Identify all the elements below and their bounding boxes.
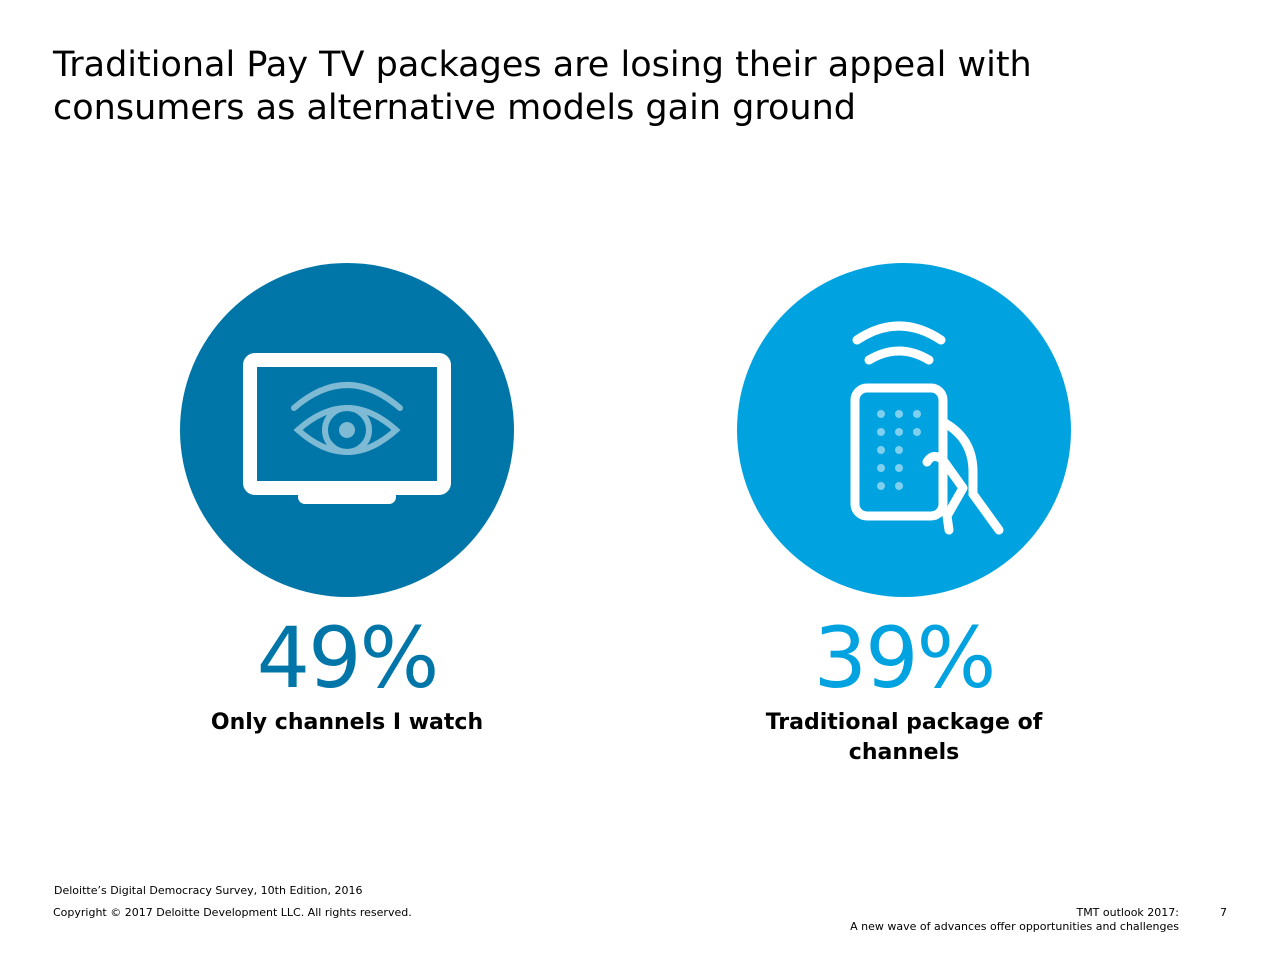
- publication: TMT outlook 2017: A new wave of advances…: [850, 906, 1179, 934]
- copyright: Copyright © 2017 Deloitte Development LL…: [53, 906, 412, 919]
- source: Deloitte’s Digital Democracy Survey, 10t…: [54, 884, 363, 897]
- stat-value: 49%: [256, 609, 440, 707]
- stat-label: Only channels I watch: [210, 710, 484, 735]
- page-number: 7: [1220, 906, 1227, 919]
- title-line: Traditional Pay TV packages are losing t…: [53, 45, 1032, 85]
- title-line: consumers as alternative models gain gro…: [53, 88, 856, 128]
- stat-value: 39%: [813, 609, 997, 707]
- publication-line: A new wave of advances offer opportuniti…: [850, 920, 1179, 933]
- stat: 49% Only channels I watch: [167, 610, 527, 738]
- stat-label: Traditional package of channels: [765, 710, 1043, 765]
- remote-icon: [737, 263, 1071, 597]
- title: Traditional Pay TV packages are losing t…: [53, 44, 1032, 130]
- stat: 39% Traditional package of channels: [724, 610, 1084, 768]
- tv-icon: [180, 263, 514, 597]
- publication-line: TMT outlook 2017:: [1076, 906, 1179, 919]
